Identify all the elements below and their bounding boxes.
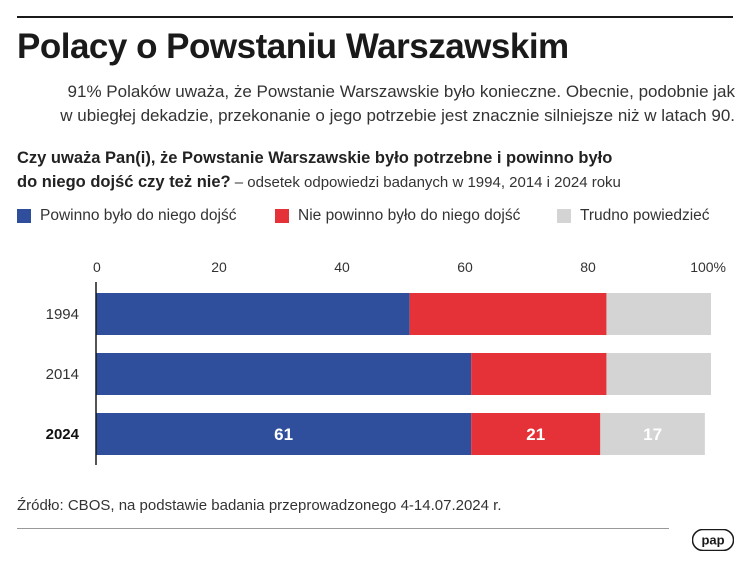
question-note: – odsetek odpowiedzi badanych w 1994, 20…	[230, 174, 621, 191]
legend-swatch-no	[275, 209, 289, 223]
x-tick-label: 60	[457, 259, 473, 275]
category-label: 2024	[46, 426, 80, 443]
data-label: 21	[526, 425, 545, 444]
x-tick-label: 0	[93, 259, 101, 275]
x-tick-label: 40	[334, 259, 350, 275]
bar-segment-no	[409, 293, 607, 335]
legend-swatch-unsure	[557, 209, 571, 223]
x-tick-label: 20	[211, 259, 227, 275]
bar-segment-unsure	[606, 353, 711, 395]
top-rule	[17, 16, 733, 18]
chart-title: Polacy o Powstaniu Warszawskim	[17, 27, 569, 66]
question-line-1: Czy uważa Pan(i), że Powstanie Warszawsk…	[17, 149, 613, 167]
bar-segment-unsure	[606, 293, 711, 335]
bar-segment-unsure	[600, 413, 705, 455]
question-line-2-bold: do niego dojść czy też nie?	[17, 173, 231, 191]
stacked-bar-chart: 0 20 40 60 80 100% 1994 2014 61 21 17 2024	[46, 259, 726, 465]
bar-segment-yes	[96, 413, 472, 455]
legend-label-no: Nie powinno było do niego dojść	[298, 207, 521, 224]
chart-subtitle: 91% Polaków uważa, że Powstanie Warszaws…	[17, 80, 735, 128]
category-label: 2014	[46, 366, 79, 383]
bottom-rule	[17, 528, 669, 529]
subtitle-line-1: 91% Polaków uważa, że Powstanie Warszaws…	[67, 82, 735, 101]
question-line-2: do niego dojść czy też nie? – odsetek od…	[17, 170, 735, 195]
pap-logo: pap	[692, 529, 734, 551]
bar-segment-no	[471, 353, 607, 395]
category-label: 1994	[46, 306, 79, 323]
bar-segment-yes	[96, 353, 472, 395]
subtitle-line-2: w ubiegłej dekadzie, przekonanie o jego …	[60, 106, 735, 125]
x-tick-label: 100%	[690, 259, 726, 275]
data-label: 61	[274, 425, 293, 444]
bar-segment-yes	[96, 293, 410, 335]
data-label: 17	[643, 425, 662, 444]
x-tick-label: 80	[580, 259, 596, 275]
pap-logo-text: pap	[701, 533, 724, 548]
survey-question: Czy uważa Pan(i), że Powstanie Warszawsk…	[17, 146, 735, 195]
legend-swatch-yes	[17, 209, 31, 223]
bar-segment-no	[471, 413, 601, 455]
legend-label-unsure: Trudno powiedzieć	[580, 207, 710, 224]
source-note: Źródło: CBOS, na podstawie badania przep…	[17, 497, 502, 514]
legend-label-yes: Powinno było do niego dojść	[40, 207, 237, 224]
